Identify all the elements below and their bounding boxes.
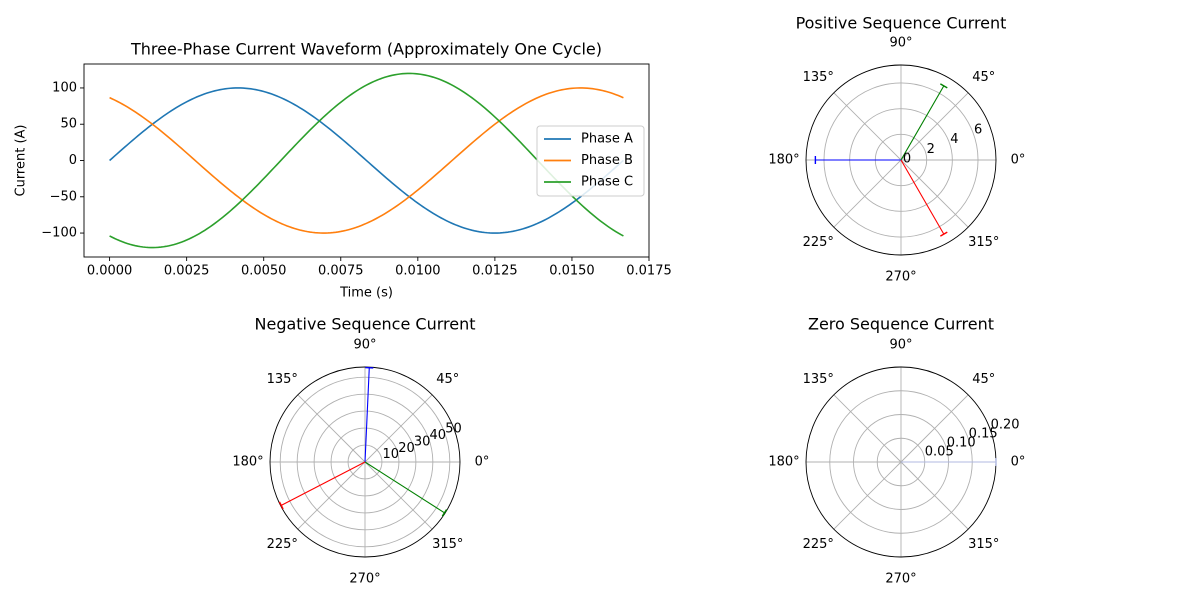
polar-angle-label: 225°: [803, 235, 834, 250]
polar-angle-label: 315°: [432, 537, 463, 552]
polar-angle-label: 135°: [267, 372, 298, 387]
polar-angle-label: 315°: [968, 235, 999, 250]
polar-angle-label: 90°: [889, 36, 912, 51]
phasor-vector-cap: [441, 509, 448, 517]
polar-angle-label: 135°: [803, 372, 834, 387]
polar-grid-spoke: [833, 159, 902, 228]
polar-grid-spoke: [900, 159, 969, 228]
polar-angle-label: 225°: [803, 537, 834, 552]
legend-label: Phase A: [581, 132, 633, 147]
x-tick-label: 0.0050: [241, 264, 287, 279]
polar-radius-label: 4: [950, 132, 958, 147]
y-tick-label: 50: [60, 117, 77, 132]
series-line-phase-b: [109, 87, 624, 234]
polar-angle-label: 45°: [972, 372, 995, 387]
polar-grid-spoke: [900, 92, 969, 161]
polar-angle-label: 180°: [768, 153, 799, 168]
polar-radius-label: 10: [383, 447, 400, 462]
polar-grid-spoke: [833, 394, 902, 463]
polar-radius-label: 0.15: [969, 426, 998, 441]
phasor-vector: [900, 85, 945, 161]
polar-radius-label: 20: [398, 441, 415, 456]
chart-title: Three-Phase Current Waveform (Approximat…: [130, 40, 602, 59]
polar-grid-spoke: [900, 394, 969, 463]
polar-angle-label: 45°: [972, 70, 995, 85]
x-axis-label: Time (s): [339, 286, 393, 301]
phasor-vector: [364, 461, 445, 514]
polar-radius-label: 30: [414, 434, 431, 449]
y-axis-label: Current (A): [14, 125, 29, 197]
polar-radius-label: 0: [903, 152, 911, 167]
y-tick-label: −100: [41, 226, 77, 241]
polar-angle-label: 180°: [768, 455, 799, 470]
polar-radius-label: 0.10: [947, 436, 976, 451]
polar-angle-label: 0°: [1011, 153, 1026, 168]
legend-box: [536, 125, 645, 197]
x-tick-label: 0.0125: [472, 264, 518, 279]
phasor-vector: [281, 461, 366, 506]
phasor-vector: [900, 159, 945, 235]
polar-angle-label: 90°: [889, 338, 912, 353]
phasor-vector: [364, 367, 370, 463]
polar-angle-label: 270°: [349, 572, 380, 587]
legend-label: Phase C: [581, 175, 633, 190]
polar-grid-spoke: [297, 461, 366, 530]
polar-grid-spoke: [364, 394, 433, 463]
x-tick-label: 0.0000: [87, 264, 133, 279]
series-line-phase-a: [109, 87, 624, 234]
y-tick-label: 100: [52, 80, 77, 95]
polar-radius-label: 0.20: [991, 417, 1020, 432]
phasor-vector-cap: [278, 501, 284, 510]
polar-frame: [805, 64, 997, 256]
polar-grid-spoke: [833, 92, 902, 161]
polar-radius-label: 6: [974, 122, 982, 137]
phasor-vector-cap: [940, 231, 948, 237]
polar-angle-label: 180°: [232, 455, 263, 470]
polar-angle-label: 270°: [885, 572, 916, 587]
polar-radius-label: 40: [430, 428, 447, 443]
polar-grid-spoke: [297, 394, 366, 463]
chart-title: Zero Sequence Current: [808, 315, 994, 334]
phasor-vector-cap: [940, 83, 948, 89]
polar-angle-label: 315°: [968, 537, 999, 552]
polar-angle-label: 225°: [267, 537, 298, 552]
x-tick-label: 0.0075: [318, 264, 364, 279]
polar-radius-label: 2: [927, 142, 935, 157]
x-tick-label: 0.0150: [549, 264, 595, 279]
polar-angle-label: 270°: [885, 270, 916, 285]
polar-grid-spoke: [833, 461, 902, 530]
polar-angle-label: 0°: [1011, 455, 1026, 470]
chart-title: Positive Sequence Current: [796, 14, 1007, 33]
chart-title: Negative Sequence Current: [255, 315, 476, 334]
polar-grid-spoke: [364, 461, 433, 530]
x-tick-label: 0.0175: [626, 264, 672, 279]
x-tick-label: 0.0025: [164, 264, 210, 279]
polar-angle-label: 0°: [475, 455, 490, 470]
legend-label: Phase B: [581, 153, 633, 168]
polar-grid-spoke: [900, 461, 969, 530]
x-tick-label: 0.0100: [395, 264, 441, 279]
polar-angle-label: 45°: [436, 372, 459, 387]
y-tick-label: 0: [69, 153, 77, 168]
polar-angle-label: 135°: [803, 70, 834, 85]
polar-angle-label: 90°: [353, 338, 376, 353]
polar-frame: [269, 366, 461, 558]
polar-radius-label: 50: [445, 421, 462, 436]
polar-radius-label: 0.05: [925, 445, 954, 460]
y-tick-label: −50: [50, 189, 77, 204]
